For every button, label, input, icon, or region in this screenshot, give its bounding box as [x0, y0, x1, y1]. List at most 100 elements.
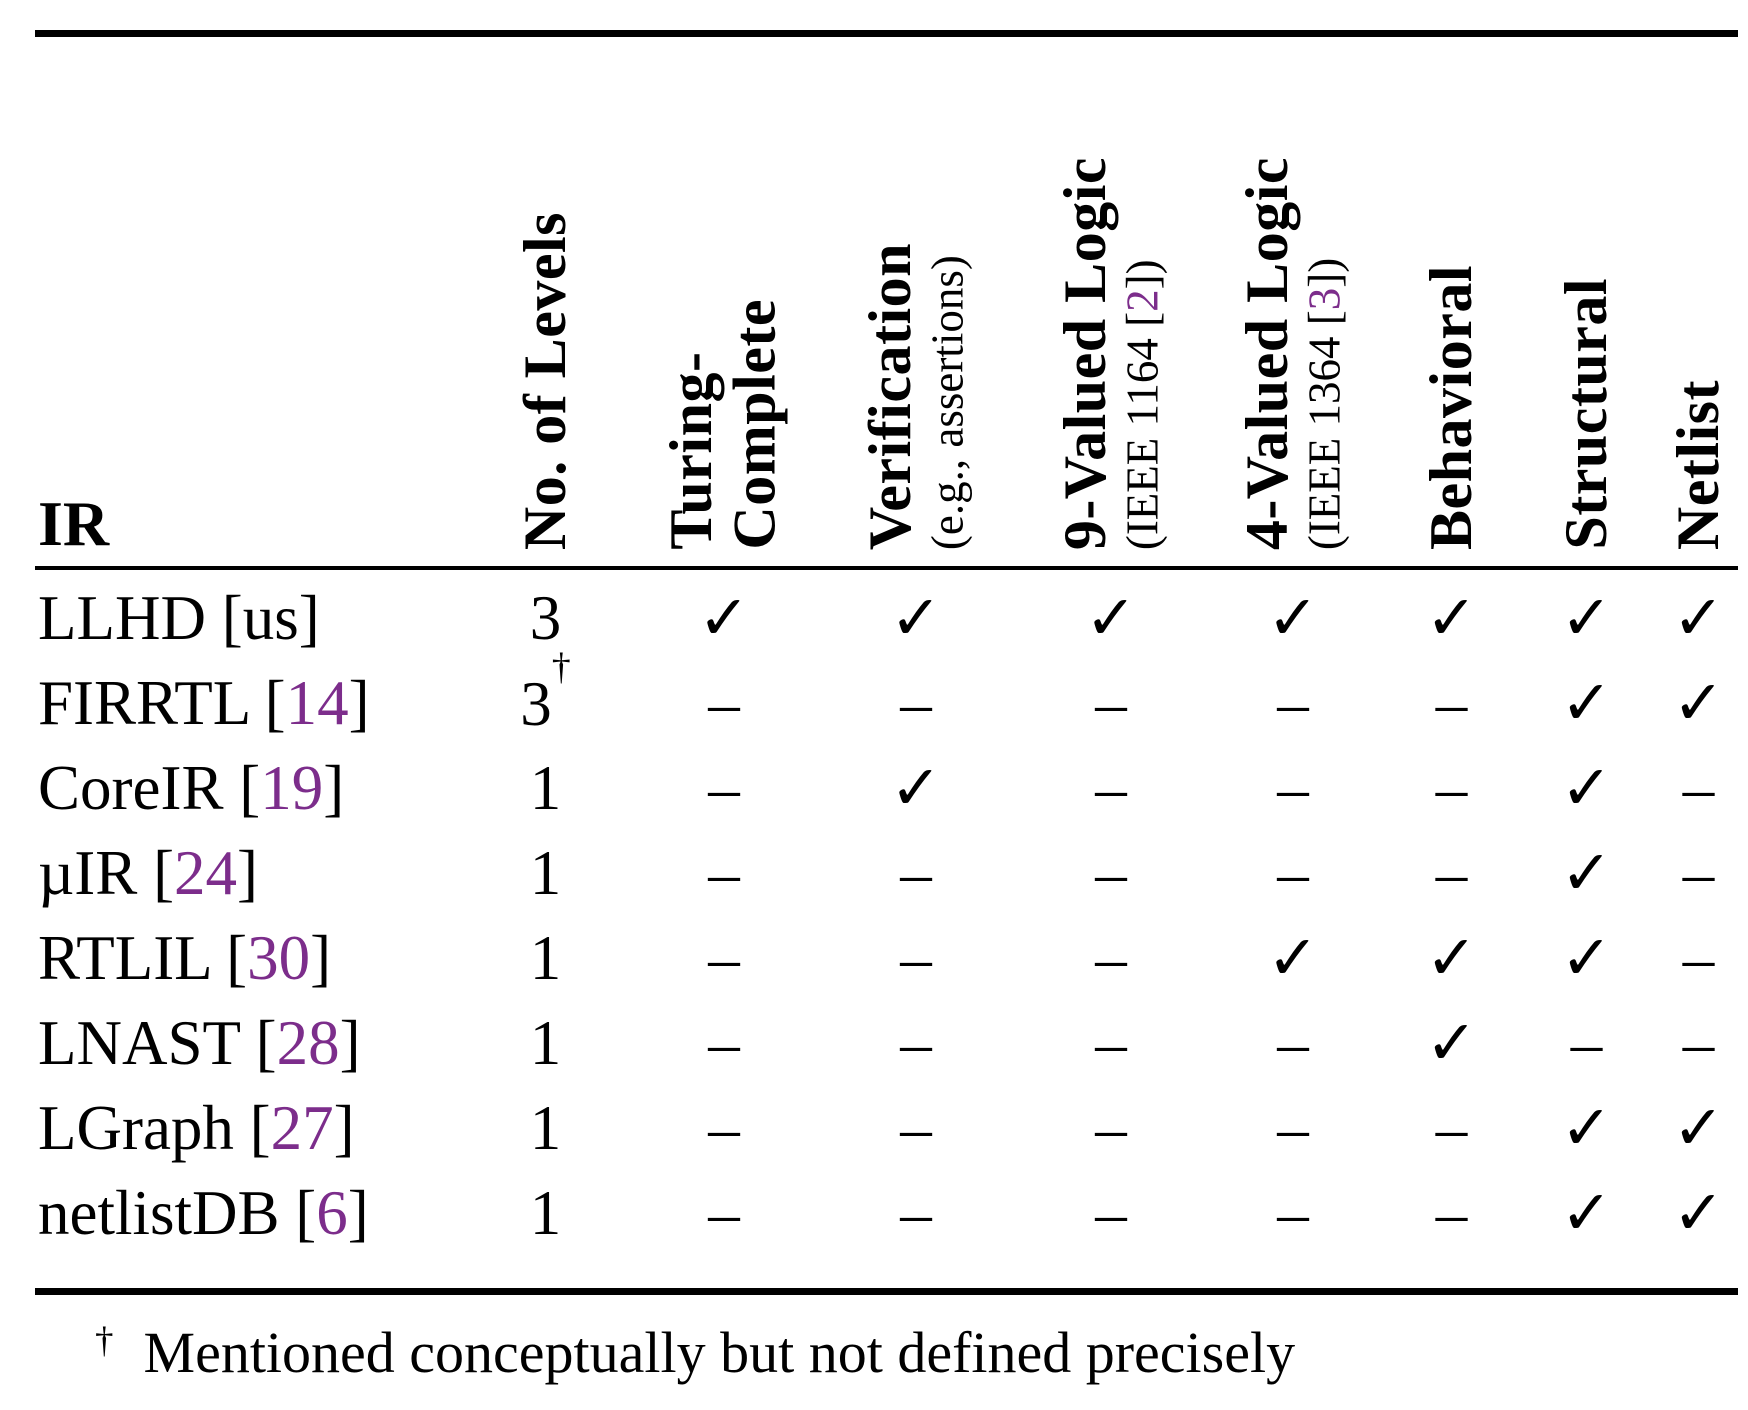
ir-header-label: IR: [38, 488, 110, 559]
sub-suffix: ]): [1299, 257, 1350, 288]
levels-value: 1: [529, 1178, 562, 1248]
ir-name: LLHD: [38, 583, 206, 653]
feature-cell-turing-dash: –: [708, 668, 740, 738]
feature-cell-four-valued-checkmark: ✓: [1267, 924, 1319, 993]
rotated-label: 9-Valued Logic (IEEE 1164 [2]): [1052, 156, 1168, 550]
header-sub-text: (IEEE 1164 [2]): [1118, 157, 1168, 550]
bracket-open: [: [239, 1008, 277, 1078]
levels-value: 1: [529, 838, 562, 908]
column-header-turing-complete: Turing- Complete: [631, 37, 817, 566]
feature-cell-nine-valued-dash: –: [1095, 923, 1127, 993]
bracket-open: [: [233, 1093, 271, 1163]
sub-prefix: (IEEE 1364 [: [1299, 310, 1350, 550]
ir-name: µIR: [38, 838, 138, 908]
table-body: LLHD [us] 3 ✓ ✓ ✓ ✓ ✓ ✓ ✓ FIRRTL [14] 3† – – – – – ✓ ✓ Cor…: [0, 576, 1748, 1256]
table-row: RTLIL [30] 1– – – ✓ ✓ ✓ –: [0, 916, 1748, 1001]
feature-cell-four-valued-dash: –: [1277, 668, 1309, 738]
feature-cell-structural-checkmark: ✓: [1560, 754, 1613, 823]
feature-cell-behavioral-checkmark: ✓: [1425, 924, 1478, 993]
feature-cell-netlist-checkmark: ✓: [1672, 669, 1725, 738]
levels-cell: 1: [460, 757, 631, 820]
feature-cell-turing-dash: –: [708, 838, 740, 908]
table-header-row: IR No. of Levels Turing- Complete Verifi…: [0, 37, 1748, 566]
citation-ref[interactable]: 28: [276, 1008, 340, 1078]
levels-value: 3: [520, 668, 552, 739]
levels-value: 1: [529, 753, 562, 823]
citation-ref[interactable]: 19: [260, 753, 324, 823]
feature-cell-netlist-dash: –: [1682, 1008, 1715, 1078]
bracket-close: ]: [339, 1008, 361, 1078]
table-row: µIR [24] 1– – – – – ✓ –: [0, 831, 1748, 916]
ir-cell: LGraph [27]: [0, 1097, 460, 1160]
feature-cell-turing-dash: –: [708, 753, 740, 823]
feature-cell-turing-dash: –: [708, 1178, 740, 1248]
bracket-close: ]: [237, 838, 259, 908]
header-sub-text: (IEEE 1364 [3]): [1300, 157, 1350, 550]
table-header-separator-rule: [35, 566, 1738, 570]
feature-cell-netlist-checkmark: ✓: [1672, 1094, 1725, 1163]
feature-cell-nine-valued-dash: –: [1095, 1008, 1127, 1078]
table-row: netlistDB [6] 1– – – – – ✓ ✓: [0, 1171, 1748, 1256]
feature-cell-behavioral-checkmark: ✓: [1425, 1009, 1478, 1078]
sub-prefix: (IEEE 1164 [: [1117, 311, 1168, 550]
feature-cell-four-valued-checkmark: ✓: [1267, 584, 1319, 653]
feature-cell-nine-valued-dash: –: [1095, 1093, 1127, 1163]
citation-ref[interactable]: 3: [1299, 287, 1350, 311]
bracket-close: ]: [347, 1178, 369, 1248]
levels-cell: 1: [460, 927, 631, 990]
levels-cell: 1: [460, 1097, 631, 1160]
ir-cell: FIRRTL [14]: [0, 672, 460, 735]
bracket-open: [: [248, 668, 286, 738]
bracket-open: [: [223, 753, 261, 823]
feature-cell-structural-checkmark: ✓: [1560, 1094, 1613, 1163]
levels-cell: 3†: [460, 648, 631, 739]
column-header-netlist: Netlist: [1649, 37, 1748, 566]
header-main-text: Behavioral: [1417, 265, 1484, 550]
citation-ref[interactable]: 30: [247, 923, 311, 993]
bracket-open: [: [205, 583, 243, 653]
feature-cell-nine-valued-dash: –: [1095, 1178, 1127, 1248]
rotated-label: Turing- Complete: [658, 299, 788, 550]
citation-ref[interactable]: 27: [270, 1093, 334, 1163]
levels-value: 1: [529, 923, 562, 993]
rotated-label: No. of Levels: [511, 211, 578, 550]
feature-cell-netlist-checkmark: ✓: [1672, 584, 1725, 653]
feature-cell-verification-dash: –: [900, 668, 932, 738]
feature-cell-structural-dash: –: [1570, 1008, 1603, 1078]
feature-cell-four-valued-dash: –: [1277, 1008, 1309, 1078]
feature-cell-turing-dash: –: [708, 1093, 740, 1163]
table-footnote: † Mentioned conceptually but not defined …: [95, 1318, 1295, 1388]
citation-ref[interactable]: 24: [174, 838, 238, 908]
feature-cell-behavioral-dash: –: [1435, 1178, 1468, 1248]
header-main-text: 4-Valued Logic: [1234, 156, 1300, 550]
feature-cell-structural-checkmark: ✓: [1560, 584, 1613, 653]
citation-ref[interactable]: 14: [285, 668, 349, 738]
feature-cell-turing-dash: –: [708, 1008, 740, 1078]
feature-cell-nine-valued-dash: –: [1095, 838, 1127, 908]
column-header-9-valued-logic: 9-Valued Logic (IEEE 1164 [2]): [1015, 37, 1207, 566]
table-row: FIRRTL [14] 3† – – – – – ✓ ✓: [0, 648, 1748, 746]
table-top-rule: [35, 30, 1738, 37]
feature-cell-four-valued-dash: –: [1277, 753, 1309, 823]
rotated-label: Verification (e.g., assertions): [857, 243, 973, 550]
feature-cell-netlist-dash: –: [1682, 753, 1715, 823]
header-main-text: 9-Valued Logic: [1052, 156, 1118, 550]
levels-cell: 1: [460, 842, 631, 905]
header-main-text: Netlist: [1664, 379, 1731, 550]
header-main-text: No. of Levels: [511, 211, 578, 550]
levels-value: 1: [529, 1093, 562, 1163]
feature-cell-four-valued-dash: –: [1277, 1093, 1309, 1163]
rotated-label: 4-Valued Logic (IEEE 1364 [3]): [1234, 156, 1350, 550]
citation-ref[interactable]: 2: [1117, 289, 1168, 312]
levels-cell: 1: [460, 1182, 631, 1245]
header-main-text: Complete: [722, 299, 788, 550]
ir-name: RTLIL: [38, 923, 211, 993]
bracket-open: [: [137, 838, 175, 908]
column-header-structural: Structural: [1524, 37, 1649, 566]
feature-cell-verification-checkmark: ✓: [890, 754, 942, 823]
bracket-open: [: [210, 923, 248, 993]
feature-cell-netlist-dash: –: [1682, 923, 1715, 993]
table-row: LNAST [28] 1– – – – ✓ – –: [0, 1001, 1748, 1086]
citation-ref[interactable]: 6: [316, 1178, 348, 1248]
column-header-no-of-levels: No. of Levels: [460, 37, 631, 566]
